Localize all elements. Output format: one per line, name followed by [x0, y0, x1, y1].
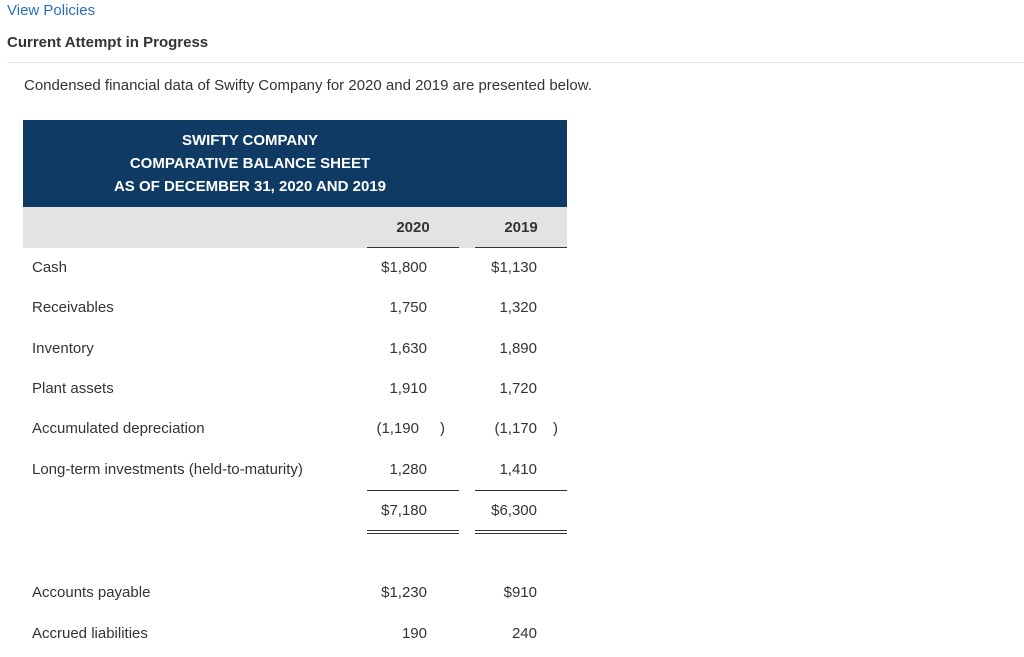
total-row: $7,180 $6,300: [23, 502, 567, 522]
value-2020: $1,230: [381, 584, 427, 601]
value-2019: 1,720: [499, 380, 537, 397]
table-row: Long-term investments (held-to-maturity)…: [23, 461, 567, 481]
row-label: Long-term investments (held-to-maturity): [32, 461, 303, 478]
double-rule: [475, 533, 567, 534]
subtotal-rule: [475, 490, 567, 491]
closing-paren: ): [440, 420, 445, 437]
subtotal-rule: [367, 490, 459, 491]
sheet-header: SWIFTY COMPANY COMPARATIVE BALANCE SHEET…: [23, 120, 567, 207]
table-row: Accounts payable $1,230 $910: [23, 584, 567, 604]
balance-sheet: SWIFTY COMPANY COMPARATIVE BALANCE SHEET…: [23, 120, 567, 642]
sheet-title-company: SWIFTY COMPANY: [181, 132, 319, 149]
table-row: Accrued liabilities 190 240: [23, 625, 567, 645]
table-row: Inventory 1,630 1,890: [23, 340, 567, 360]
total-2020: $7,180: [381, 502, 427, 519]
total-2019: $6,300: [491, 502, 537, 519]
year-2019-header: 2019: [504, 219, 538, 236]
header-underline: [367, 247, 459, 248]
divider: [7, 62, 1024, 63]
double-rule: [367, 533, 459, 534]
value-2020: 1,910: [389, 380, 427, 397]
value-2019: (1,170: [494, 420, 537, 437]
year-2020-header: 2020: [396, 219, 430, 236]
header-underline: [475, 247, 567, 248]
table-row: Receivables 1,750 1,320: [23, 299, 567, 319]
sheet-title-date: AS OF DECEMBER 31, 2020 AND 2019: [113, 178, 387, 195]
row-label: Cash: [32, 259, 68, 276]
value-2020: 1,630: [389, 340, 427, 357]
table-row: Cash $1,800 $1,130: [23, 259, 567, 279]
row-label: Inventory: [32, 340, 94, 357]
value-2019: $1,130: [491, 259, 537, 276]
column-header: 2020 2019: [23, 207, 567, 248]
value-2019: 1,890: [499, 340, 537, 357]
table-row: Plant assets 1,910 1,720: [23, 380, 567, 400]
value-2019: 240: [511, 625, 537, 642]
row-label: Accounts payable: [32, 584, 151, 601]
double-rule: [367, 530, 459, 531]
attempt-status: Current Attempt in Progress: [7, 34, 209, 51]
table-row: Accumulated depreciation (1,190 ) (1,170…: [23, 420, 567, 440]
row-label: Accumulated depreciation: [32, 420, 205, 437]
value-2020: 190: [401, 625, 427, 642]
intro-text: Condensed financial data of Swifty Compa…: [24, 77, 592, 94]
value-2020: (1,190: [376, 420, 419, 437]
row-label: Receivables: [32, 299, 114, 316]
value-2019: 1,410: [499, 461, 537, 478]
closing-paren: ): [553, 420, 558, 437]
value-2019: 1,320: [499, 299, 537, 316]
sheet-title-statement: COMPARATIVE BALANCE SHEET: [129, 155, 371, 172]
row-label: Plant assets: [32, 380, 114, 397]
value-2020: 1,750: [389, 299, 427, 316]
view-policies-link[interactable]: View Policies: [7, 2, 96, 19]
value-2020: 1,280: [389, 461, 427, 478]
row-label: Accrued liabilities: [32, 625, 148, 642]
value-2020: $1,800: [381, 259, 427, 276]
value-2019: $910: [503, 584, 537, 601]
double-rule: [475, 530, 567, 531]
